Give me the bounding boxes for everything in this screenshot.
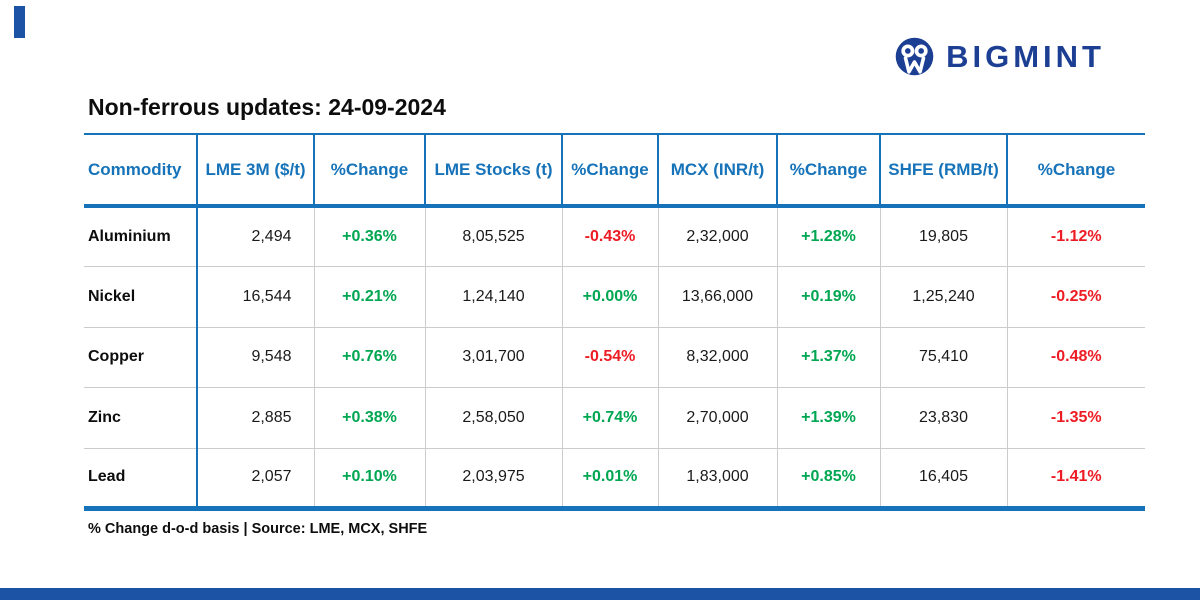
cell-percent-change: +1.37% [776, 327, 880, 388]
cell-commodity: Lead [88, 468, 126, 486]
cell-percent-change: +0.10% [313, 448, 425, 509]
cell-price: 2,32,000 [657, 206, 777, 267]
cell-percent-change: +0.38% [313, 387, 425, 449]
cell-price: 1,25,240 [879, 266, 1007, 328]
cell-percent-change: -0.43% [561, 206, 658, 267]
page-title: Non-ferrous updates: 24-09-2024 [88, 94, 446, 120]
cell-price: 1,24,140 [424, 266, 562, 328]
cell-percent-change: +0.36% [313, 206, 425, 267]
cell-price: 23,830 [879, 387, 1007, 449]
column-header: LME Stocks (t) [424, 134, 562, 208]
cell-percent-change: -0.25% [1006, 266, 1145, 328]
cell-percent-change: +0.19% [776, 266, 880, 328]
footnote: % Change d-o-d basis | Source: LME, MCX,… [88, 521, 428, 537]
column-header: %Change [561, 134, 658, 208]
cell-percent-change: -1.41% [1006, 448, 1145, 509]
table-row: Aluminium 2,494 +0.36% 8,05,525 -0.43% 2,32,0… [84, 206, 1145, 267]
cell-price: 1,83,000 [657, 448, 777, 509]
cell-percent-change: +0.21% [313, 266, 425, 328]
cell-price: 2,494 [196, 206, 314, 267]
cell-percent-change: +1.28% [776, 206, 880, 267]
cell-price: 2,885 [196, 387, 314, 449]
commodity-price-table: Commodity LME 3M ($/t) %Change LME Stocks (… [84, 133, 1145, 511]
cell-commodity: Nickel [84, 266, 197, 328]
table-row: Lead 2,057 +0.10% 2,03,975 +0.01% 1,83,000 +0.… [84, 448, 1145, 509]
cell-price: 16,405 [879, 448, 1007, 509]
cell-percent-change: -1.12% [1006, 206, 1145, 267]
column-header: %Change [1006, 134, 1145, 208]
cell-percent-change: +1.39% [776, 387, 880, 449]
cell-price: 2,03,975 [424, 448, 562, 509]
table-body: Aluminium 2,494 +0.36% 8,05,525 -0.43% 2,32,0… [84, 206, 1145, 509]
cell-percent-change: +0.00% [561, 266, 658, 328]
cell-percent-change: -0.54% [561, 327, 658, 388]
cell-percent-change: +0.85% [776, 448, 880, 509]
cell-commodity: Copper [84, 327, 197, 388]
table-header: Commodity LME 3M ($/t) %Change LME Stocks (… [84, 134, 1145, 208]
column-header: %Change [313, 134, 425, 208]
brand-bottom-bar [0, 588, 1200, 600]
column-header: SHFE (RMB/t) [879, 134, 1007, 208]
cell-price: 16,544 [196, 266, 314, 328]
cell-price: 8,05,525 [424, 206, 562, 267]
cell-price: 13,66,000 [657, 266, 777, 328]
brand-corner-bar [14, 6, 25, 38]
cell-price: 8,32,000 [657, 327, 777, 388]
cell-price: 2,057 [196, 448, 314, 509]
table-header-row: Commodity LME 3M ($/t) %Change LME Stocks (… [84, 134, 1145, 208]
cell-percent-change: -0.48% [1006, 327, 1145, 388]
cell-percent-change: +0.76% [313, 327, 425, 388]
cell-percent-change: +0.74% [561, 387, 658, 449]
cell-commodity: Aluminium [84, 206, 197, 267]
cell-percent-change: -1.35% [1006, 387, 1145, 449]
cell-price: 75,410 [879, 327, 1007, 388]
cell-percent-change: +0.01% [561, 448, 658, 509]
cell-price: 3,01,700 [424, 327, 562, 388]
bigmint-logo-wordmark: BIGMINT [946, 38, 1105, 74]
column-header: %Change [776, 134, 880, 208]
cell-price: 9,548 [196, 327, 314, 388]
cell-price: 2,70,000 [657, 387, 777, 449]
cell-price: 19,805 [879, 206, 1007, 267]
table-row: Copper 9,548 +0.76% 3,01,700 -0.54% 8,32,000 +… [84, 327, 1145, 388]
column-header: Commodity [84, 134, 197, 208]
cell-price: 2,58,050 [424, 387, 562, 449]
table-row: Nickel 16,544 +0.21% 1,24,140 +0.00% 13,66,00… [84, 266, 1145, 328]
column-header: LME 3M ($/t) [196, 134, 314, 208]
cell-commodity: Zinc [84, 387, 197, 449]
table-row: Zinc 2,885 +0.38% 2,58,050 +0.74% 2,70,000 +1.… [84, 387, 1145, 449]
bigmint-logo-icon [894, 36, 935, 77]
bigmint-logo: BIGMINT [894, 36, 1105, 77]
column-header: MCX (INR/t) [657, 134, 777, 208]
